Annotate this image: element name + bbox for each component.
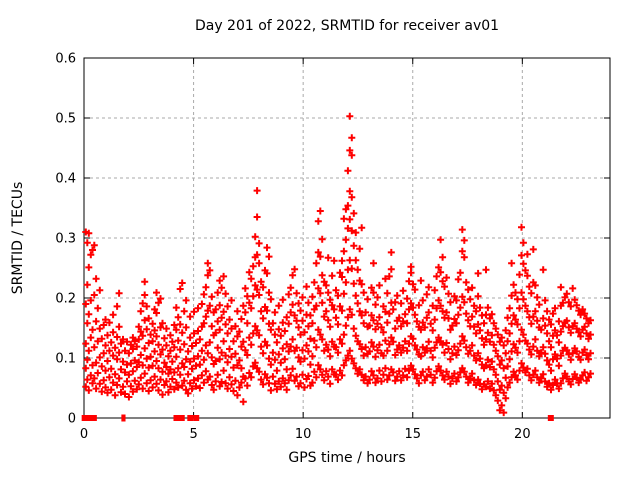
data-points	[82, 112, 594, 417]
zero-marker	[178, 415, 185, 421]
y-tick-label: 0	[68, 412, 76, 427]
y-tick-label: 0.1	[55, 352, 76, 367]
x-tick-label: 15	[404, 427, 421, 442]
x-tick-label: 0	[80, 427, 88, 442]
zero-marker	[547, 415, 554, 421]
x-tick-label: 20	[514, 427, 531, 442]
plot-area: 0 5 10 15 20 0 0.1 0.2 0.3 0.4 0.5 0.6	[55, 52, 611, 442]
y-tick-label: 0.2	[55, 292, 76, 307]
y-tick-label: 0.5	[55, 112, 76, 127]
chart-title: Day 201 of 2022, SRMTID for receiver av0…	[195, 18, 499, 34]
zero-marker-thin	[121, 414, 124, 422]
x-tick-label: 5	[189, 427, 197, 442]
y-tick-label: 0.4	[55, 172, 76, 187]
x-tick-label: 10	[295, 427, 312, 442]
zero-marker	[193, 415, 200, 421]
y-tick-label: 0.6	[55, 52, 76, 67]
zero-marker	[90, 415, 97, 421]
zero-marker	[187, 415, 194, 421]
y-tick-label: 0.3	[55, 232, 76, 247]
zero-marker-thin	[123, 414, 126, 422]
y-axis-label: SRMTID / TECUs	[10, 182, 26, 295]
x-axis-label: GPS time / hours	[288, 450, 405, 466]
